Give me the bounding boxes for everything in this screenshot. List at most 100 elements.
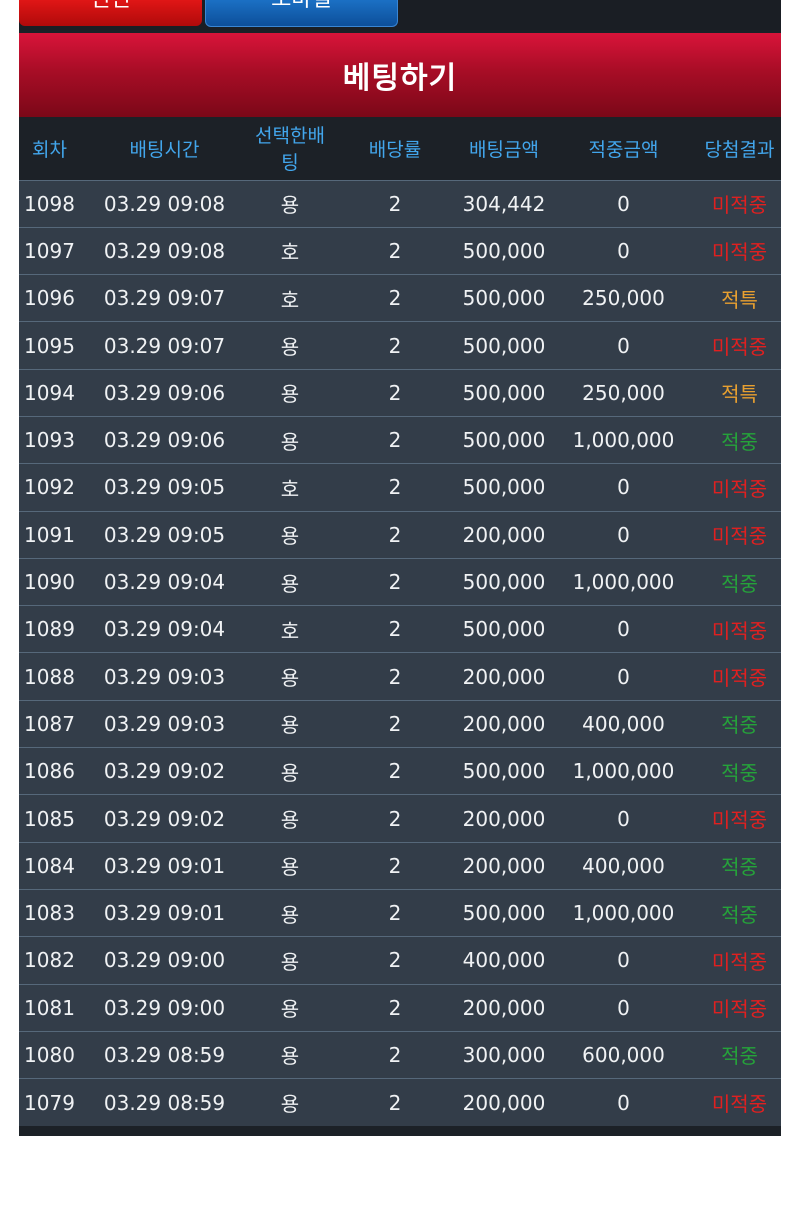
cell-win-amount: 1,000,000 [549, 557, 698, 606]
cell-round: 1080 [19, 1030, 80, 1079]
table-row: 1080 03.29 08:59 용 2 300,000 600,000 적중 [19, 1030, 781, 1079]
cell-round: 1090 [19, 557, 80, 606]
cell-odds: 2 [331, 274, 459, 322]
cell-result: 적중 [698, 699, 781, 748]
cell-win-amount: 1,000,000 [549, 888, 698, 937]
cell-odds: 2 [331, 699, 459, 748]
cell-bet-time: 03.29 09:04 [80, 557, 249, 606]
cell-selected-bet: 용 [249, 510, 331, 559]
cell-bet-time: 03.29 09:03 [80, 699, 249, 748]
cell-win-amount: 600,000 [549, 1030, 698, 1079]
cell-bet-amount: 500,000 [459, 226, 549, 275]
cell-win-amount: 0 [549, 652, 698, 701]
table-row: 1095 03.29 09:07 용 2 500,000 0 미적중 [19, 321, 781, 370]
cell-odds: 2 [331, 1030, 459, 1079]
cell-result: 미적중 [698, 510, 781, 559]
cell-result: 미적중 [698, 936, 781, 985]
cell-round: 1082 [19, 936, 80, 985]
cell-result: 미적중 [698, 794, 781, 843]
cell-bet-time: 03.29 08:59 [80, 1078, 249, 1126]
cell-odds: 2 [331, 557, 459, 606]
tab-left[interactable]: 친친 [19, 0, 202, 26]
cell-round: 1079 [19, 1078, 80, 1126]
col-bet-time: 배팅시간 [129, 138, 200, 161]
cell-result: 미적중 [698, 1078, 781, 1126]
cell-bet-time: 03.29 09:00 [80, 983, 249, 1032]
cell-selected-bet: 용 [249, 652, 331, 701]
cell-selected-bet: 용 [249, 699, 331, 748]
cell-result: 적중 [698, 1030, 781, 1079]
cell-bet-amount: 200,000 [459, 841, 549, 890]
cell-round: 1084 [19, 841, 80, 890]
cell-selected-bet: 용 [249, 557, 331, 606]
cell-result: 적중 [698, 747, 781, 795]
table-row: 1089 03.29 09:04 호 2 500,000 0 미적중 [19, 605, 781, 653]
cell-bet-amount: 300,000 [459, 1030, 549, 1079]
cell-selected-bet: 호 [249, 463, 331, 512]
cell-round: 1098 [19, 179, 80, 228]
cell-selected-bet: 용 [249, 368, 331, 417]
cell-round: 1086 [19, 747, 80, 795]
tab-mobile[interactable]: 모바일 [205, 0, 398, 27]
page-title: 베팅하기 [342, 61, 458, 96]
cell-odds: 2 [331, 1078, 459, 1126]
cell-selected-bet: 용 [249, 1078, 331, 1126]
cell-win-amount: 400,000 [549, 699, 698, 748]
cell-bet-amount: 500,000 [459, 605, 549, 653]
betting-history-table: 회차 배팅시간 선택한배팅 배당률 배팅금액 적중금액 당첨결과 1098 03.… [19, 117, 781, 1126]
table-row: 1083 03.29 09:01 용 2 500,000 1,000,000 적중 [19, 888, 781, 937]
cell-odds: 2 [331, 321, 459, 370]
table-row: 1081 03.29 09:00 용 2 200,000 0 미적중 [19, 983, 781, 1032]
cell-selected-bet: 호 [249, 605, 331, 653]
cell-round: 1087 [19, 699, 80, 748]
page-header: 베팅하기 [19, 33, 781, 117]
cell-bet-time: 03.29 09:06 [80, 415, 249, 464]
cell-round: 1081 [19, 983, 80, 1032]
cell-odds: 2 [331, 841, 459, 890]
top-tab-bar: 친친 모바일 [19, 0, 781, 30]
cell-bet-amount: 200,000 [459, 652, 549, 701]
cell-win-amount: 0 [549, 605, 698, 653]
cell-win-amount: 0 [549, 794, 698, 843]
cell-bet-amount: 200,000 [459, 983, 549, 1032]
cell-bet-amount: 200,000 [459, 794, 549, 843]
cell-selected-bet: 용 [249, 321, 331, 370]
col-result: 당첨결과 [704, 138, 775, 161]
cell-round: 1091 [19, 510, 80, 559]
cell-bet-amount: 500,000 [459, 888, 549, 937]
table-row: 1091 03.29 09:05 용 2 200,000 0 미적중 [19, 510, 781, 559]
cell-result: 미적중 [698, 321, 781, 370]
table-row: 1088 03.29 09:03 용 2 200,000 0 미적중 [19, 652, 781, 701]
cell-bet-time: 03.29 09:03 [80, 652, 249, 701]
table-row: 1085 03.29 09:02 용 2 200,000 0 미적중 [19, 794, 781, 843]
cell-odds: 2 [331, 747, 459, 795]
cell-bet-time: 03.29 09:07 [80, 321, 249, 370]
cell-bet-time: 03.29 09:07 [80, 274, 249, 322]
cell-result: 적중 [698, 557, 781, 606]
cell-bet-amount: 500,000 [459, 274, 549, 322]
cell-result: 적중 [698, 888, 781, 937]
cell-selected-bet: 호 [249, 226, 331, 275]
betting-panel: 친친 모바일 베팅하기 회차 배팅시간 선택한배팅 배당률 배팅금액 적중금액 … [19, 0, 781, 1136]
col-odds: 배당률 [368, 138, 422, 161]
cell-round: 1094 [19, 368, 80, 417]
cell-win-amount: 0 [549, 321, 698, 370]
cell-win-amount: 250,000 [549, 368, 698, 417]
cell-odds: 2 [331, 415, 459, 464]
cell-odds: 2 [331, 936, 459, 985]
cell-odds: 2 [331, 605, 459, 653]
cell-win-amount: 0 [549, 983, 698, 1032]
cell-round: 1085 [19, 794, 80, 843]
cell-bet-time: 03.29 09:04 [80, 605, 249, 653]
cell-bet-amount: 500,000 [459, 463, 549, 512]
cell-bet-time: 03.29 09:08 [80, 179, 249, 228]
cell-bet-amount: 500,000 [459, 415, 549, 464]
cell-odds: 2 [331, 652, 459, 701]
table-row: 1087 03.29 09:03 용 2 200,000 400,000 적중 [19, 699, 781, 748]
cell-win-amount: 0 [549, 179, 698, 228]
cell-bet-time: 03.29 09:00 [80, 936, 249, 985]
cell-win-amount: 0 [549, 1078, 698, 1126]
table-row: 1097 03.29 09:08 호 2 500,000 0 미적중 [19, 226, 781, 275]
cell-result: 적중 [698, 841, 781, 890]
cell-result: 미적중 [698, 983, 781, 1032]
